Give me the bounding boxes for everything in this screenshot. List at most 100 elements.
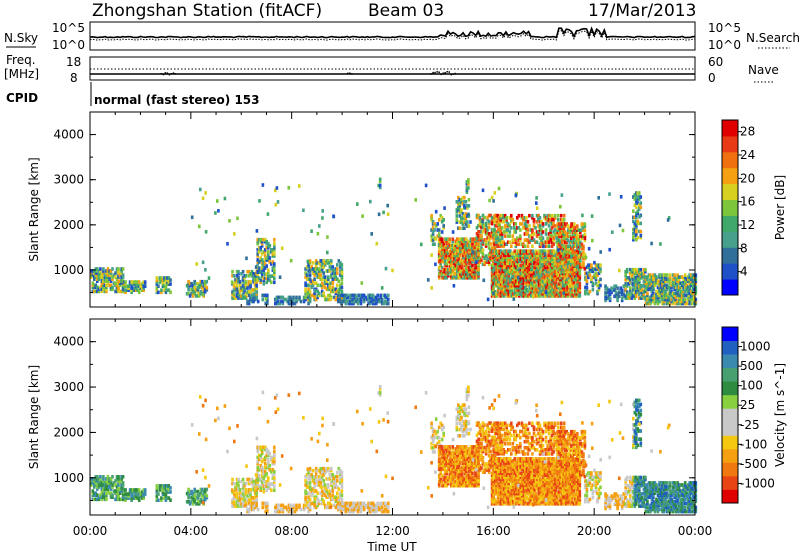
data-cell: [516, 275, 520, 280]
data-cell: [499, 288, 503, 292]
data-cell: [664, 289, 667, 294]
data-cell: [510, 261, 514, 266]
data-cell: [688, 273, 691, 277]
data-cell: [344, 293, 348, 298]
data-cell: [368, 293, 372, 298]
data-cell: [548, 251, 551, 255]
data-cell: [690, 275, 693, 279]
data-cell: [265, 246, 268, 250]
data-cell: [257, 457, 261, 462]
data-cell: [237, 276, 240, 280]
data-cell: [542, 285, 545, 290]
data-cell: [467, 180, 470, 184]
data-cell: [653, 297, 657, 302]
data-cell: [100, 281, 104, 285]
data-cell: [596, 283, 599, 288]
data-cell: [100, 487, 104, 491]
data-cell: [650, 277, 654, 281]
data-cell: [642, 276, 646, 280]
data-cell: [106, 483, 110, 487]
data-cell: [495, 265, 498, 270]
data-cell: [653, 293, 657, 298]
data-cell: [268, 486, 272, 490]
data-cell: [540, 232, 543, 236]
data-cell: [267, 278, 270, 283]
data-cell: [252, 501, 255, 506]
data-cell: [530, 257, 533, 262]
data-cell: [496, 249, 500, 253]
data-cell: [493, 191, 497, 195]
data-cell: [584, 255, 588, 260]
data-cell: [543, 252, 547, 256]
data-cell: [559, 218, 563, 222]
data-cell: [311, 479, 315, 483]
data-cell: [538, 226, 542, 230]
data-cell: [293, 301, 297, 306]
data-cell: [542, 275, 545, 280]
data-cell: [512, 281, 515, 286]
data-cell: [262, 501, 266, 506]
data-cell: [536, 294, 539, 298]
data-cell: [196, 489, 199, 494]
data-cell: [475, 260, 478, 264]
data-cell: [610, 286, 613, 290]
data-cell: [454, 245, 458, 250]
data-cell: [257, 476, 261, 480]
data-cell: [594, 267, 598, 271]
data-cell: [563, 294, 566, 298]
data-cell: [493, 253, 497, 257]
colorbar-tick-label: 20: [740, 171, 755, 185]
data-cell: [569, 277, 573, 282]
data-cell: [302, 208, 305, 213]
data-cell: [548, 288, 551, 292]
data-cell: [521, 257, 524, 262]
data-cell: [117, 269, 120, 273]
data-cell: [638, 221, 641, 226]
data-cell: [627, 276, 630, 280]
data-cell: [662, 299, 666, 304]
data-cell: [490, 277, 494, 282]
data-cell: [244, 280, 248, 284]
data-cell: [636, 197, 640, 201]
data-cell: [475, 265, 479, 270]
data-cell: [273, 248, 276, 252]
data-cell: [271, 252, 275, 256]
data-cell: [447, 272, 450, 276]
data-cell: [659, 275, 663, 279]
data-cell: [507, 281, 510, 286]
data-cell: [567, 283, 571, 288]
data-cell: [334, 267, 338, 271]
data-cell: [555, 269, 559, 274]
data-cell: [556, 238, 559, 243]
data-cell: [167, 288, 171, 292]
data-cell: [510, 292, 514, 296]
data-cell: [140, 494, 144, 498]
data-cell: [266, 301, 269, 306]
data-cell: [344, 295, 348, 300]
data-cell: [572, 294, 576, 298]
data-cell: [566, 234, 570, 239]
data-cell: [460, 269, 464, 274]
data-cell: [487, 254, 491, 258]
data-cell: [377, 297, 381, 302]
data-cell: [633, 294, 637, 298]
data-cell: [241, 492, 245, 496]
data-cell: [481, 254, 485, 258]
data-cell: [238, 294, 242, 298]
data-cell: [253, 488, 257, 492]
data-cell: [518, 259, 521, 264]
data-cell: [240, 496, 243, 500]
data-cell: [635, 227, 638, 232]
data-cell: [490, 283, 494, 288]
data-cell: [199, 187, 202, 192]
data-cell: [525, 263, 529, 268]
data-cell: [247, 280, 251, 284]
data-cell: [102, 271, 105, 275]
data-cell: [495, 275, 498, 280]
data-cell: [552, 251, 556, 255]
data-cell: [252, 280, 255, 284]
data-cell: [262, 484, 265, 488]
data-cell: [475, 246, 479, 250]
data-cell: [130, 494, 133, 498]
data-cell: [545, 259, 548, 264]
